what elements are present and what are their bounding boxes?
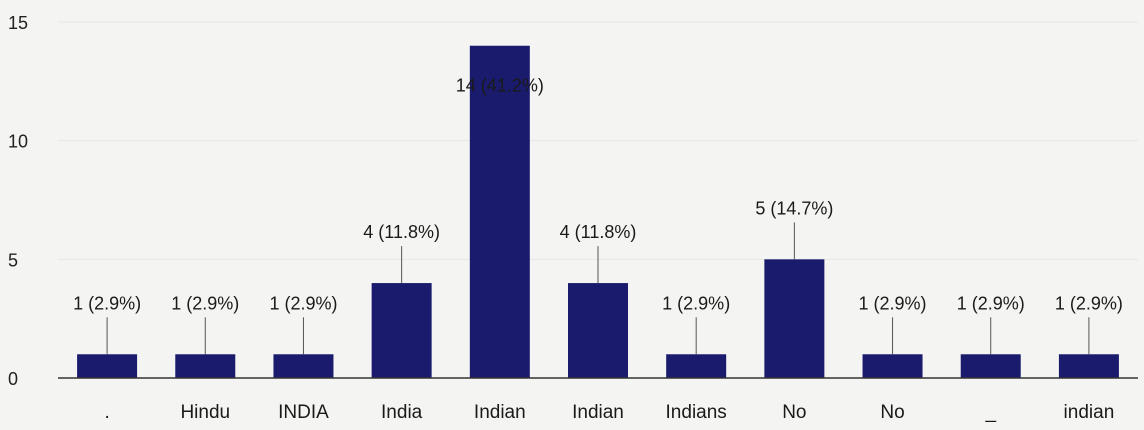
data-label: 4 (11.8%) [560, 222, 637, 242]
data-label: 1 (2.9%) [171, 293, 239, 313]
y-tick-label: 15 [8, 13, 28, 33]
bar [666, 354, 727, 378]
x-category-label: No [782, 402, 806, 423]
x-category-label: Indians [666, 402, 727, 423]
bar [764, 259, 825, 378]
x-category-label: Indian [474, 402, 526, 423]
data-label: 14 (41.2%) [456, 76, 544, 96]
bar [469, 45, 530, 378]
x-category-label: Hindu [180, 402, 230, 423]
bar [568, 283, 628, 378]
y-tick-label: 10 [8, 132, 28, 152]
x-category-label: INDIA [278, 402, 329, 423]
data-label: 1 (2.9%) [1055, 293, 1123, 313]
data-label: 1 (2.9%) [957, 293, 1025, 313]
x-category-label: . [104, 402, 109, 423]
bar [77, 354, 138, 378]
bar [862, 354, 923, 378]
bar [960, 354, 1021, 378]
data-label: 4 (11.8%) [363, 222, 440, 242]
bar [371, 283, 432, 378]
data-label: 1 (2.9%) [859, 293, 927, 313]
bar [1058, 354, 1119, 378]
x-category-label: indian [1064, 402, 1115, 423]
x-category-label: No [880, 402, 904, 423]
data-label: 1 (2.9%) [73, 293, 141, 313]
y-tick-label: 5 [8, 250, 18, 270]
x-category-label: Indian [572, 402, 624, 423]
y-tick-label: 0 [8, 369, 18, 389]
x-category-label: India [381, 402, 423, 423]
x-category-label: _ [984, 402, 996, 423]
data-label: 1 (2.9%) [269, 293, 337, 313]
data-label: 1 (2.9%) [662, 293, 730, 313]
bar [175, 354, 236, 378]
bar [273, 354, 334, 378]
data-label: 5 (14.7%) [755, 198, 833, 218]
